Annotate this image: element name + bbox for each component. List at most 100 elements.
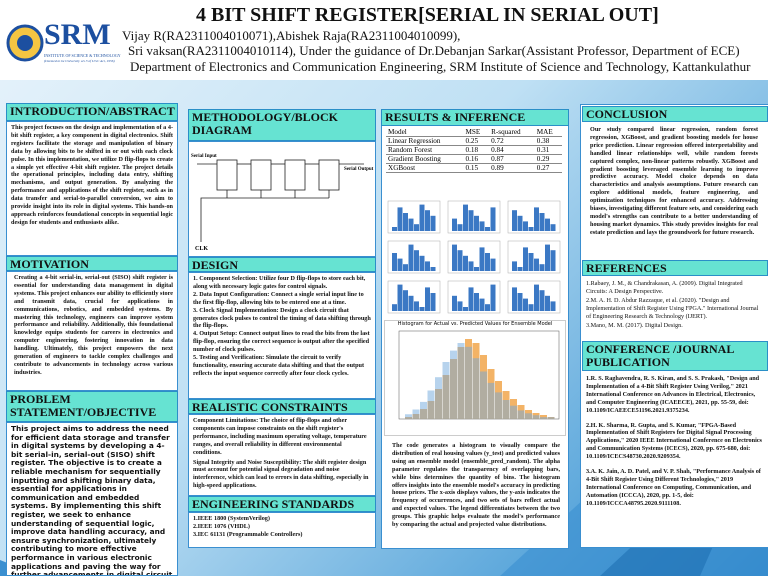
- section-heading: DESIGN: [188, 257, 376, 272]
- mini-bar: [430, 267, 436, 271]
- section-text: The code generates a histogram to visual…: [388, 440, 564, 548]
- mini-bar: [452, 218, 457, 231]
- mini-bar: [539, 290, 545, 311]
- mini-bar: [468, 210, 474, 231]
- section-heading: REALISTIC CONSTRAINTS: [188, 399, 376, 414]
- mini-bar: [408, 295, 414, 311]
- table-cell: XGBoost: [386, 163, 464, 173]
- histogram-title: Histogram for Actual vs. Predicted Value…: [397, 321, 553, 327]
- list-item: 4. Output Setup: Connect output lines to…: [193, 330, 370, 354]
- table-cell: 0.84: [489, 145, 535, 155]
- table: Model MSE R-squared MAE Linear Regression 0.2…: [386, 128, 562, 173]
- mini-bar: [545, 244, 550, 271]
- section-heading: CONFERENCE /JOURNAL PUBLICATION: [582, 341, 768, 371]
- section-text: This project aims to address the need fo…: [6, 422, 178, 576]
- table-cell: Linear Regression: [386, 136, 464, 146]
- mini-bar: [463, 255, 468, 271]
- list-item: 1.IEEE 1800 (SystemVerilog): [193, 515, 270, 522]
- list-item: 3.IEC 61131 (Programmable Controllers): [193, 530, 303, 538]
- mini-bar: [534, 258, 539, 271]
- department: Department of Electronics and Communicat…: [130, 59, 751, 74]
- hist-bar: [450, 350, 457, 419]
- list-item: 2. Data Input Configuration: Connect a s…: [193, 290, 364, 306]
- mini-bar: [490, 258, 496, 271]
- mini-bar: [403, 290, 408, 311]
- mini-bar: [397, 207, 403, 231]
- mini-bar: [430, 293, 436, 311]
- section-list: 1.Rabaey, J. M., & Chandrakasan, A. (200…: [582, 278, 768, 340]
- section-list: 1.IEEE 1800 (SystemVerilog) 2.IEEE 1076 (…: [188, 512, 376, 548]
- header: [0, 0, 768, 80]
- hist-bar: [547, 417, 555, 419]
- section-heading: MOTIVATION: [6, 256, 178, 271]
- mini-bar: [545, 218, 550, 231]
- section-list: 1. Component Selection: Utilize four D f…: [188, 272, 376, 399]
- mini-bar: [430, 215, 436, 231]
- mini-bar: [550, 250, 556, 271]
- hist-bar: [502, 400, 510, 419]
- table-cell: 0.31: [534, 145, 562, 155]
- mini-bar: [414, 301, 419, 311]
- mini-bar: [414, 224, 419, 231]
- mini-bar: [550, 224, 556, 231]
- list-item: 1. Component Selection: Utilize four D f…: [193, 275, 366, 290]
- hist-bar: [435, 377, 442, 419]
- list-item: 3.Mano, M. M. (2017). Digital Design.: [586, 321, 683, 329]
- table-cell: 0.18: [463, 145, 490, 155]
- hist-bar: [457, 343, 465, 419]
- mini-bar: [419, 204, 425, 231]
- section-heading: RESULTS & INFERENCE: [381, 109, 569, 126]
- mini-bar: [479, 247, 485, 271]
- diagram-label: Serial Output: [344, 167, 374, 172]
- authors: Vijay R(RA2311004010071),Abishek Raja(RA…: [122, 28, 461, 43]
- hist-bar: [495, 392, 502, 419]
- mini-bar: [474, 215, 479, 231]
- table-row: Random Forest 0.18 0.84 0.31: [386, 145, 562, 155]
- mini-bar: [452, 244, 457, 271]
- section-heading: ENGINEERING STANDARDS: [188, 496, 376, 512]
- column-header: Model: [386, 128, 464, 137]
- mini-bar: [479, 221, 485, 231]
- mini-bar: [517, 293, 523, 311]
- hist-bar: [532, 415, 540, 419]
- table-cell: 0.15: [463, 163, 490, 173]
- logo-note: (Deemed to be University u/s 3 of UGC Ac…: [44, 59, 115, 63]
- hist-bar: [540, 417, 547, 419]
- section-heading: REFERENCES: [582, 260, 768, 276]
- list-item: 2.M. A. H. D. Abdur Razzaque, et al. (20…: [586, 296, 759, 320]
- table-cell: 0.16: [463, 154, 490, 164]
- section-heading: INTRODUCTION/ABSTRACT: [6, 103, 178, 121]
- mini-bar: [528, 304, 534, 311]
- column-header: MSE: [463, 128, 490, 137]
- mini-bar: [512, 210, 517, 231]
- authors: Sri vaksan(RA2311004010114), Under the g…: [128, 43, 740, 58]
- hist-bar: [540, 415, 547, 419]
- list-item: 3.A. K. Jain, A. D. Patel, and V. P. Sha…: [586, 468, 761, 507]
- hist-bar: [510, 405, 517, 419]
- hist-bar: [420, 401, 427, 419]
- hist-bar: [517, 410, 525, 419]
- list-item: 3. Clock Signal Implementation: Design a…: [193, 306, 371, 330]
- mini-bar: [408, 218, 414, 231]
- section-heading: METHODOLOGY/BLOCK DIAGRAM: [188, 109, 376, 141]
- table-cell: Gradient Boosting: [386, 154, 464, 164]
- mini-bar: [463, 204, 468, 231]
- hist-bar: [412, 409, 420, 419]
- mini-bar: [534, 284, 539, 311]
- mini-bar: [512, 261, 517, 271]
- mini-bar: [539, 264, 545, 271]
- mini-bar: [490, 207, 496, 231]
- mini-bar: [474, 293, 479, 311]
- section-heading: PROBLEM STATEMENT/OBJECTIVE: [6, 391, 178, 422]
- list-item: 2.H. K. Sharma, R. Gupta, and S. Kumar, …: [586, 421, 762, 461]
- table-cell: 0.29: [534, 154, 562, 164]
- mini-bar: [414, 250, 419, 271]
- table-row: Linear Regression 0.25 0.72 0.38: [386, 136, 562, 146]
- mini-bar: [425, 261, 430, 271]
- mini-bar: [463, 307, 468, 311]
- title: 4 BIT SHIFT REGISTER[SERIAL IN SERIAL OU…: [196, 4, 659, 26]
- mini-bar: [392, 227, 397, 231]
- section-text: Our study compared linear regression, ra…: [590, 126, 758, 264]
- column-header: R-squared: [489, 128, 535, 137]
- table-cell: 0.27: [534, 163, 562, 173]
